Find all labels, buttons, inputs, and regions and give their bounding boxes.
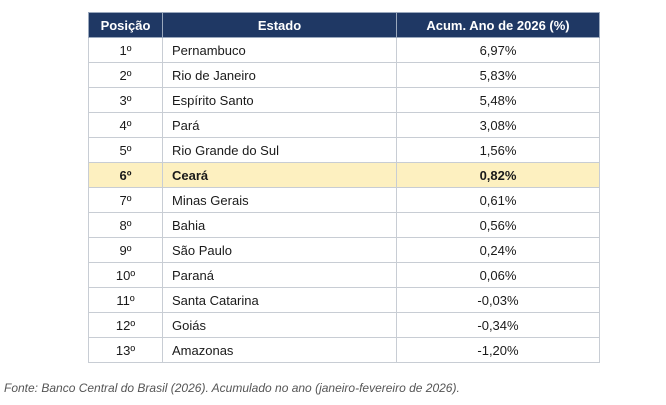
header-position: Posição bbox=[88, 12, 163, 38]
cell-position: 12º bbox=[88, 312, 163, 338]
ranking-table-container: Posição Estado Acum. Ano de 2026 (%) 1º P… bbox=[88, 12, 600, 363]
header-accumulated: Acum. Ano de 2026 (%) bbox=[396, 12, 600, 38]
cell-state: Bahia bbox=[162, 212, 397, 238]
cell-position: 6º bbox=[88, 162, 163, 188]
cell-accumulated: 0,61% bbox=[396, 187, 600, 213]
cell-state: Ceará bbox=[162, 162, 397, 188]
cell-position: 8º bbox=[88, 212, 163, 238]
cell-state: Rio de Janeiro bbox=[162, 62, 397, 88]
cell-accumulated: 0,06% bbox=[396, 262, 600, 288]
cell-accumulated: -0,34% bbox=[396, 312, 600, 338]
cell-state: Minas Gerais bbox=[162, 187, 397, 213]
cell-position: 7º bbox=[88, 187, 163, 213]
cell-state: Paraná bbox=[162, 262, 397, 288]
table-row: 7º Minas Gerais 0,61% bbox=[88, 187, 600, 213]
cell-accumulated: 0,82% bbox=[396, 162, 600, 188]
cell-state: Pará bbox=[162, 112, 397, 138]
cell-state: Goiás bbox=[162, 312, 397, 338]
cell-accumulated: -0,03% bbox=[396, 287, 600, 313]
table-row: 10º Paraná 0,06% bbox=[88, 262, 600, 288]
table-row: 11º Santa Catarina -0,03% bbox=[88, 287, 600, 313]
cell-state: Amazonas bbox=[162, 337, 397, 363]
table-row: 6º Ceará 0,82% bbox=[88, 162, 600, 188]
table-row: 4º Pará 3,08% bbox=[88, 112, 600, 138]
table-row: 5º Rio Grande do Sul 1,56% bbox=[88, 137, 600, 163]
table-row: 2º Rio de Janeiro 5,83% bbox=[88, 62, 600, 88]
cell-accumulated: -1,20% bbox=[396, 337, 600, 363]
cell-position: 3º bbox=[88, 87, 163, 113]
cell-position: 9º bbox=[88, 237, 163, 263]
cell-position: 11º bbox=[88, 287, 163, 313]
source-note: Fonte: Banco Central do Brasil (2026). A… bbox=[4, 381, 460, 395]
cell-position: 10º bbox=[88, 262, 163, 288]
cell-position: 1º bbox=[88, 37, 163, 63]
table-row: 1º Pernambuco 6,97% bbox=[88, 37, 600, 63]
cell-accumulated: 3,08% bbox=[396, 112, 600, 138]
cell-state: Espírito Santo bbox=[162, 87, 397, 113]
table-body: 1º Pernambuco 6,97% 2º Rio de Janeiro 5,83% 3º… bbox=[88, 37, 600, 363]
table-row: 12º Goiás -0,34% bbox=[88, 312, 600, 338]
cell-accumulated: 0,56% bbox=[396, 212, 600, 238]
cell-state: São Paulo bbox=[162, 237, 397, 263]
cell-accumulated: 1,56% bbox=[396, 137, 600, 163]
header-state: Estado bbox=[162, 12, 397, 38]
cell-accumulated: 5,83% bbox=[396, 62, 600, 88]
table-row: 13º Amazonas -1,20% bbox=[88, 337, 600, 363]
cell-position: 2º bbox=[88, 62, 163, 88]
cell-accumulated: 0,24% bbox=[396, 237, 600, 263]
cell-state: Santa Catarina bbox=[162, 287, 397, 313]
cell-position: 4º bbox=[88, 112, 163, 138]
table-header-row: Posição Estado Acum. Ano de 2026 (%) bbox=[88, 12, 600, 38]
table-row: 8º Bahia 0,56% bbox=[88, 212, 600, 238]
cell-state: Rio Grande do Sul bbox=[162, 137, 397, 163]
cell-accumulated: 6,97% bbox=[396, 37, 600, 63]
table-row: 9º São Paulo 0,24% bbox=[88, 237, 600, 263]
cell-position: 5º bbox=[88, 137, 163, 163]
ranking-table: Posição Estado Acum. Ano de 2026 (%) 1º P… bbox=[88, 12, 600, 363]
cell-accumulated: 5,48% bbox=[396, 87, 600, 113]
cell-position: 13º bbox=[88, 337, 163, 363]
table-row: 3º Espírito Santo 5,48% bbox=[88, 87, 600, 113]
cell-state: Pernambuco bbox=[162, 37, 397, 63]
